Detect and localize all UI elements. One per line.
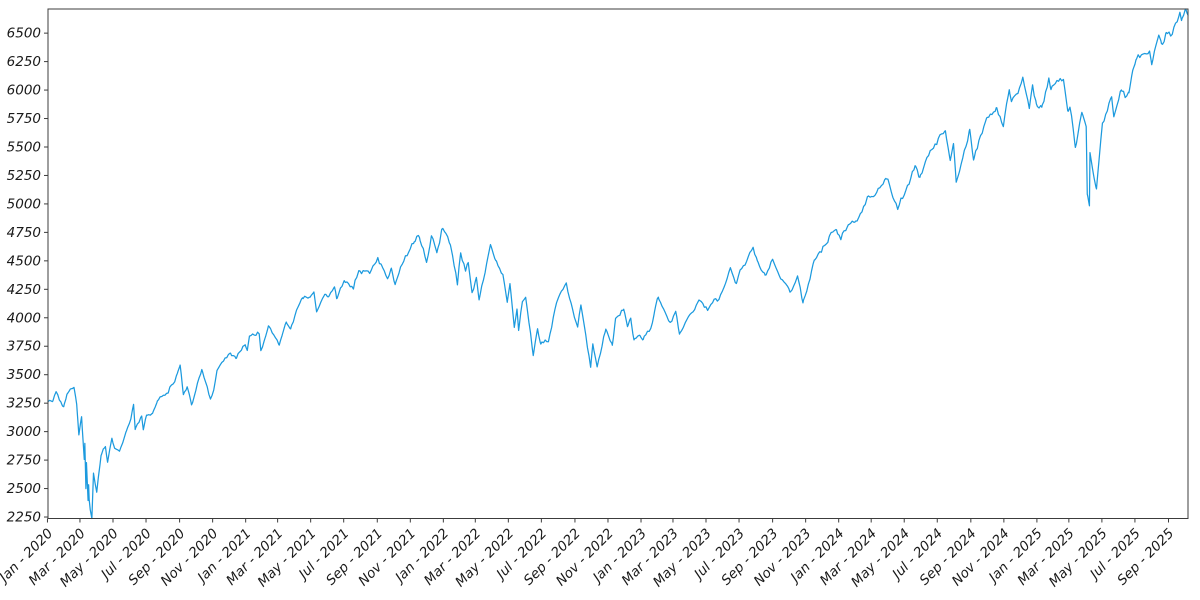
- y-tick-label: 5500: [7, 139, 41, 155]
- y-tick-label: 2250: [7, 510, 41, 526]
- y-axis-ticks: 2250 2500 2750 3000 3250 3500 3750 4000 4250 4500…: [7, 26, 48, 526]
- y-tick-label: 6500: [7, 26, 41, 42]
- y-tick-label: 4000: [7, 310, 41, 326]
- y-tick-label: 5000: [7, 196, 41, 212]
- price-line: [47, 8, 1189, 520]
- y-tick-label: 6000: [7, 83, 41, 99]
- plot-border: [47, 8, 1189, 519]
- y-tick-label: 3500: [7, 367, 41, 383]
- y-tick-label: 4500: [7, 253, 41, 269]
- y-tick-label: 3750: [7, 339, 41, 355]
- y-tick-label: 3250: [7, 396, 41, 412]
- y-tick-label: 4250: [7, 282, 41, 298]
- y-tick-label: 6250: [7, 54, 41, 70]
- y-tick-label: 3000: [7, 424, 41, 440]
- y-tick-label: 5750: [7, 111, 41, 127]
- y-tick-label: 2750: [7, 453, 41, 469]
- y-tick-label: 4750: [7, 225, 41, 241]
- y-tick-label: 2500: [7, 481, 41, 497]
- y-tick-label: 5250: [7, 168, 41, 184]
